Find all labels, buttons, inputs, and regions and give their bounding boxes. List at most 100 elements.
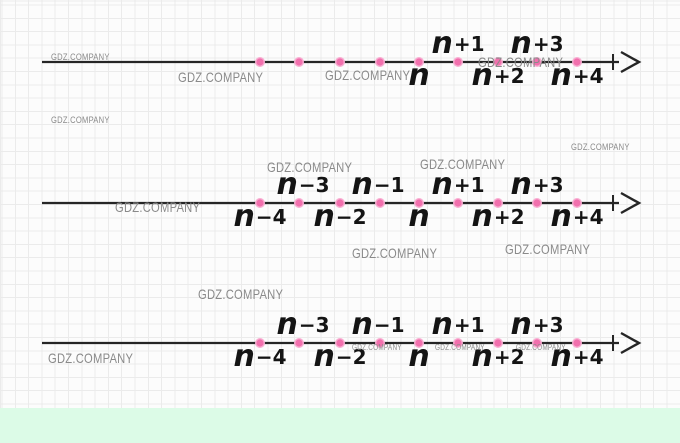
point-label: n−2 [313, 202, 366, 232]
variable-symbol: n [431, 26, 453, 61]
watermark: GDZ.COMPANY [571, 142, 630, 153]
point-label: n−1 [351, 310, 404, 340]
watermark: GDZ.COMPANY [48, 350, 134, 366]
point-label: n−2 [313, 342, 366, 372]
variable-symbol: n [351, 167, 373, 202]
variable-symbol: n [510, 307, 532, 342]
point-label: n [408, 202, 429, 232]
variable-symbol: n [276, 167, 298, 202]
watermark: GDZ.COMPANY [352, 245, 438, 261]
number-line-3 [42, 331, 642, 355]
watermark: GDZ.COMPANY [420, 156, 506, 172]
footer-band [0, 408, 680, 443]
point-dot [294, 57, 305, 68]
point-dot [453, 57, 464, 68]
variable-symbol: n [510, 167, 532, 202]
offset-text: −3 [298, 173, 330, 197]
offset-text: −1 [373, 173, 405, 197]
variable-symbol: n [550, 199, 572, 234]
watermark: GDZ.COMPANY [267, 159, 353, 175]
point-dot [572, 338, 583, 349]
offset-text: +2 [493, 64, 525, 88]
point-label: n−3 [276, 170, 329, 200]
point-label: n+2 [471, 202, 524, 232]
point-dot [414, 57, 425, 68]
point-dot [375, 57, 386, 68]
watermark: GDZ.COMPANY [516, 343, 566, 352]
arrow-right-icon [620, 191, 642, 215]
point-label: n+4 [550, 342, 603, 372]
offset-text: +1 [453, 313, 485, 337]
offset-text: +3 [532, 313, 564, 337]
offset-text: +1 [453, 32, 485, 56]
variable-symbol: n [408, 58, 430, 93]
point-dot [493, 338, 504, 349]
variable-symbol: n [550, 339, 572, 374]
variable-symbol: n [313, 199, 335, 234]
watermark: GDZ.COMPANY [478, 54, 564, 70]
point-dot [414, 197, 425, 208]
variable-symbol: n [471, 199, 493, 234]
number-line-1 [42, 50, 642, 74]
offset-text: +2 [493, 205, 525, 229]
point-label: n+2 [471, 61, 524, 91]
point-dot [335, 338, 346, 349]
point-dot [294, 338, 305, 349]
point-label: n+3 [510, 310, 563, 340]
offset-text: +3 [532, 173, 564, 197]
offset-text: −4 [255, 205, 287, 229]
point-dot [335, 57, 346, 68]
point-dot [572, 197, 583, 208]
arrow-right-icon [620, 331, 642, 355]
point-label: n+2 [471, 342, 524, 372]
point-label: n+3 [510, 29, 563, 59]
point-dot [532, 338, 543, 349]
point-label: n−3 [276, 310, 329, 340]
offset-text: +4 [572, 345, 604, 369]
variable-symbol: n [431, 307, 453, 342]
point-dot [532, 197, 543, 208]
variable-symbol: n [351, 307, 373, 342]
point-dot [532, 57, 543, 68]
point-dot [493, 57, 504, 68]
point-label: n [408, 342, 429, 372]
variable-symbol: n [431, 167, 453, 202]
variable-symbol: n [550, 58, 572, 93]
point-label: n−1 [351, 170, 404, 200]
offset-text: −2 [335, 345, 367, 369]
point-dot [254, 197, 265, 208]
offset-text: +4 [572, 205, 604, 229]
watermark: GDZ.COMPANY [435, 343, 485, 352]
point-dot [493, 197, 504, 208]
point-dot [254, 338, 265, 349]
point-dot [572, 57, 583, 68]
point-dot [453, 338, 464, 349]
offset-text: −2 [335, 205, 367, 229]
variable-symbol: n [471, 339, 493, 374]
point-dot [375, 338, 386, 349]
point-label: n+1 [431, 170, 484, 200]
point-label: n+4 [550, 202, 603, 232]
variable-symbol: n [233, 199, 255, 234]
arrow-right-icon [620, 50, 642, 74]
offset-text: +3 [532, 32, 564, 56]
point-label: n+1 [431, 29, 484, 59]
point-dot [335, 197, 346, 208]
point-dot [254, 57, 265, 68]
point-dot [375, 197, 386, 208]
variable-symbol: n [233, 339, 255, 374]
point-dot [294, 197, 305, 208]
offset-text: +2 [493, 345, 525, 369]
watermark: GDZ.COMPANY [178, 69, 264, 85]
variable-symbol: n [471, 58, 493, 93]
variable-symbol: n [276, 307, 298, 342]
variable-symbol: n [408, 199, 430, 234]
point-label: n+4 [550, 61, 603, 91]
offset-text: +4 [572, 64, 604, 88]
point-label: n [408, 61, 429, 91]
point-dot [414, 338, 425, 349]
point-dot [453, 197, 464, 208]
